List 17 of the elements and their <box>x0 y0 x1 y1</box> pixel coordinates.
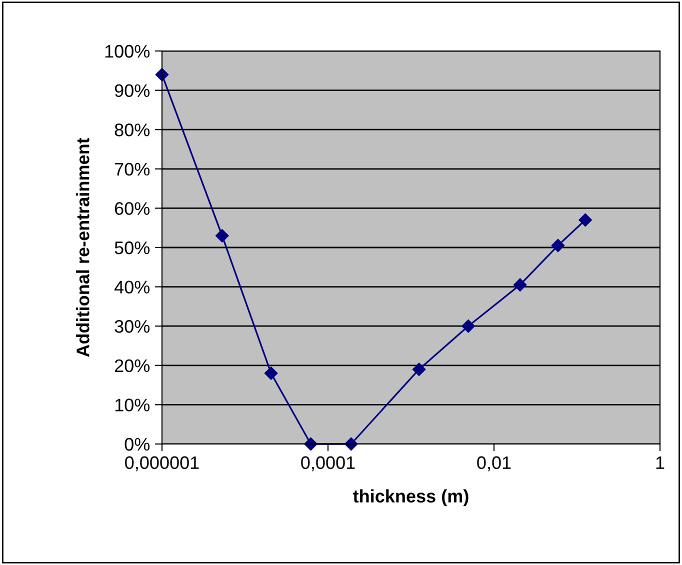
y-tick-label: 50% <box>114 241 150 254</box>
x-tick-label: 0,000001 <box>125 456 199 472</box>
y-tick-label: 30% <box>114 320 150 333</box>
y-tick-label: 10% <box>115 398 150 412</box>
x-tick-label: 1 <box>656 456 664 469</box>
y-tick-label: 20% <box>114 359 150 372</box>
x-tick-label: 0,0001 <box>301 456 355 472</box>
y-tick-label: 100% <box>105 44 150 58</box>
x-axis-title: thickness (m) <box>353 489 468 506</box>
y-tick-label: 0% <box>124 438 150 451</box>
y-tick-label: 60% <box>114 202 150 215</box>
y-axis-title: Additional re-entrainment <box>76 138 90 357</box>
y-tick-label: 90% <box>114 84 150 98</box>
y-tick-label: 40% <box>114 280 150 294</box>
y-tick-label: 80% <box>114 124 150 136</box>
y-tick-label: 70% <box>114 162 150 176</box>
x-tick-label: 0,01 <box>477 456 511 472</box>
